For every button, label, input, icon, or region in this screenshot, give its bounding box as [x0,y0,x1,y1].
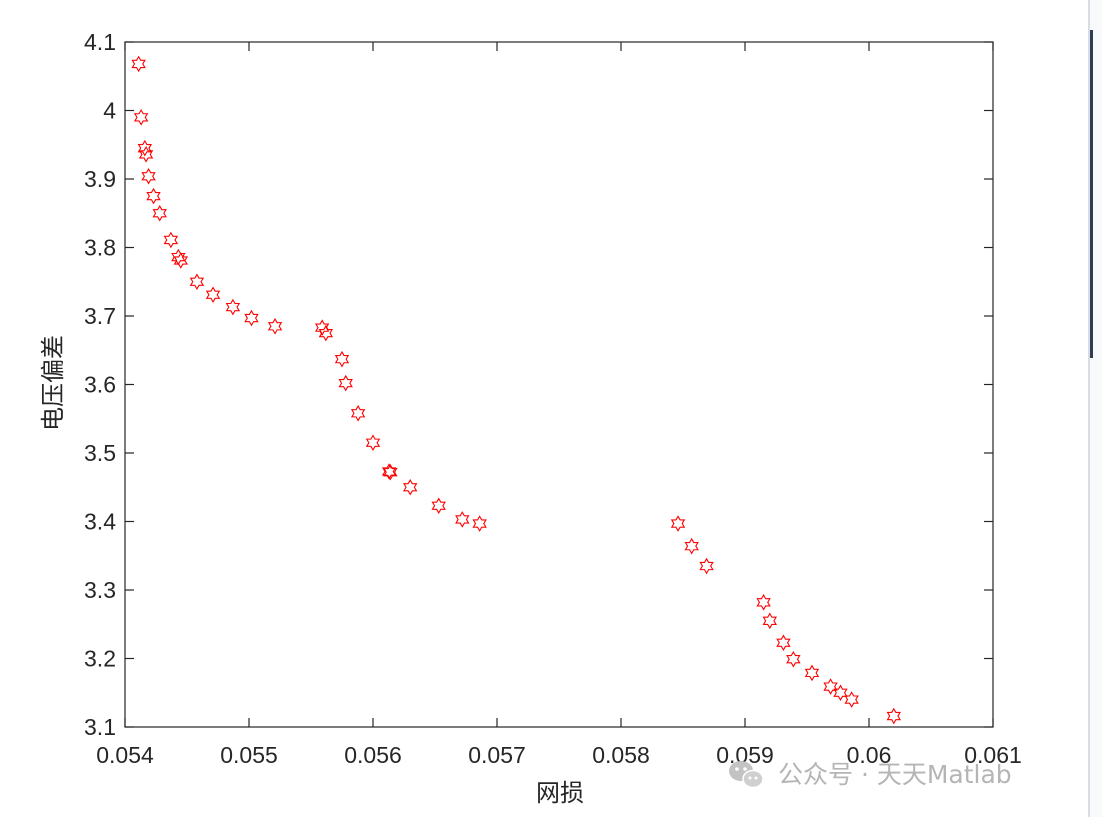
scatter-point [338,374,353,392]
y-tick-label: 3.1 [84,714,116,740]
scatter-point [670,515,686,532]
scatter-point [152,204,167,222]
scatter-point [365,434,381,452]
scatter-point [886,707,901,725]
watermark-text: 公众号 · 天天Matlab [778,760,1012,789]
scatter-point [684,537,699,555]
y-tick-label: 3.4 [84,509,116,535]
y-axis-label: 电压偏差 [39,335,67,431]
scatter-point [381,463,397,480]
scatter-point [318,324,334,342]
scatter-point [472,515,487,532]
x-tick-label: 0.061 [964,742,1022,768]
x-tick-label: 0.057 [468,742,526,768]
scatter-point [776,634,791,652]
scatter-point [431,497,446,515]
scatter-point [138,146,154,163]
wechat-icon [729,761,764,789]
y-tick-label: 3.5 [84,440,116,466]
y-tick-label: 4 [103,98,116,124]
scatter-point [804,664,820,682]
y-tick-label: 3.8 [84,235,116,261]
plot-background [125,42,993,727]
scatter-point [205,286,221,304]
scatter-point [823,678,838,695]
scatter-point [403,478,418,496]
window-edge [1088,0,1090,817]
scatter-point [334,350,350,368]
scatter-point [844,691,859,708]
watermark: 公众号 · 天天Matlab [729,760,1012,789]
scatter-point [141,167,156,185]
x-axis-label: 网损 [536,779,584,807]
scatter-point [244,309,259,327]
scatter-point [455,511,470,528]
scatter-point [350,404,366,422]
scatter-point [833,684,848,702]
y-axis-ticks: 3.1 3.2 3.3 3.4 3.5 3.6 3.7 3.8 3.9 4 4.1 [84,29,993,740]
scatter-point [762,612,777,630]
scatter-point [131,55,146,73]
scatter-point [267,317,283,335]
x-tick-label: 0.06 [847,742,892,768]
y-tick-label: 3.7 [84,303,116,329]
y-tick-label: 3.6 [84,372,116,398]
x-axis-ticks: 0.054 0.055 0.056 0.057 0.058 0.059 0.06 0.061 [96,42,1022,768]
x-tick-label: 0.054 [96,742,154,768]
scatter-point [133,109,149,126]
scatter-markers [131,55,901,725]
plot-area [125,42,993,727]
scatter-point [314,319,330,336]
y-tick-label: 4.1 [84,29,116,55]
x-tick-label: 0.058 [592,742,650,768]
x-tick-label: 0.056 [344,742,402,768]
scatter-point [189,273,205,291]
window-edge-panel [1090,0,1102,817]
scatter-point [383,463,398,481]
y-tick-label: 3.9 [84,166,116,192]
scatter-point [137,139,153,157]
y-tick-label: 3.3 [84,577,116,603]
scatter-point [146,187,161,205]
scatter-point [786,650,801,668]
x-tick-label: 0.055 [220,742,278,768]
scatter-point [173,252,188,269]
scatter-point [163,231,179,249]
scatter-point [756,594,771,611]
scatter-point [225,298,241,316]
window-edge-marker [1090,30,1093,358]
y-tick-label: 3.2 [84,646,116,672]
scatter-point [699,557,714,575]
